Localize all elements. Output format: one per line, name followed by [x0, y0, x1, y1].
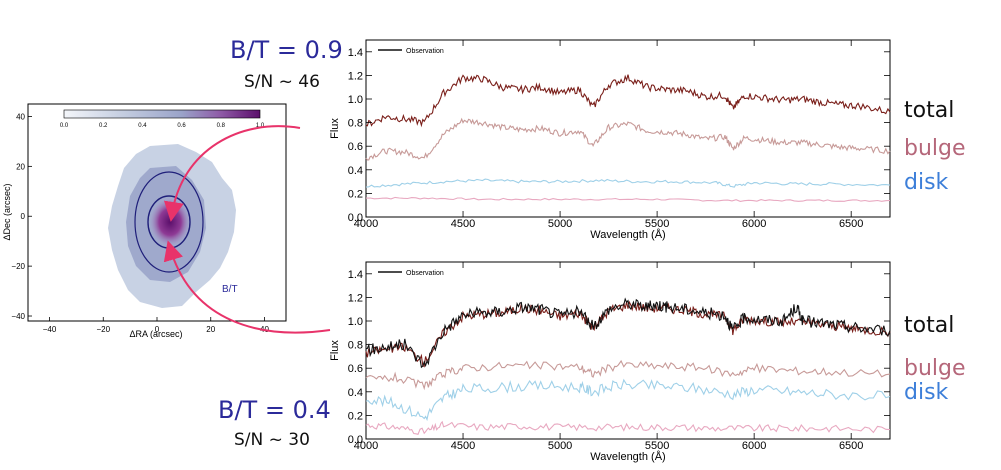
spectrum-y-tick-label: 0.0 — [348, 434, 363, 446]
map-x-tick-label: 0 — [155, 325, 160, 334]
bottom-bt-label: B/T = 0.4 — [218, 396, 331, 424]
spectrum-y-tick-label: 0.0 — [348, 212, 363, 224]
map-x-tick-label: 20 — [206, 325, 215, 334]
spectrum-x-tick-label: 5500 — [645, 218, 669, 230]
spectrum-y-axis-label: Flux — [329, 340, 341, 361]
spectrum-x-tick-label: 4000 — [354, 440, 378, 452]
spectrum-x-tick-label: 6000 — [742, 440, 766, 452]
spectrum-x-tick-label: 6000 — [742, 218, 766, 230]
colorbar-tick-label: 1.0 — [256, 123, 265, 129]
spectrum-series-line — [365, 297, 891, 369]
arrow-to-core — [163, 125, 301, 222]
spectrum-x-tick-label: 4000 — [354, 218, 378, 230]
outer-ellipse — [134, 171, 204, 273]
disk-label-top: disk — [904, 170, 949, 195]
map-y-axis-label: ΔDec (arcsec) — [2, 183, 12, 240]
spectrum-y-tick-label: 1.2 — [348, 292, 363, 304]
spectrum-x-tick-label: 4500 — [451, 218, 475, 230]
spectrum-y-tick-label: 0.8 — [348, 118, 363, 130]
spectrum-x-axis-label: Wavelength (Å) — [590, 228, 665, 241]
spectrum-x-tick-label: 4500 — [451, 440, 475, 452]
spectrum-y-tick-label: 1.0 — [348, 316, 363, 328]
bulge-label-top: bulge — [904, 136, 966, 161]
spectrum-bottom-panel: 4000 4500 5000 5500 6000 6500 0.0 0.2 0.4 0.6 0.8 1… — [329, 261, 891, 463]
colorbar-tick-label: 0.8 — [217, 123, 226, 129]
legend-label-observation: Observation — [406, 48, 444, 55]
arrow-to-outer — [163, 240, 331, 334]
spectrum-x-tick-label: 6500 — [839, 440, 863, 452]
bt-map: 0.0 0.2 0.4 0.6 0.8 1.0 −40 −20 0 20 40 40 20 0 −20 −… — [2, 103, 287, 339]
spectrum-x-tick-label: 6500 — [839, 218, 863, 230]
spectrum-series-line — [365, 420, 891, 435]
spectrum-top-panel: 4000 4500 5000 5500 6000 6500 0.0 0.2 0.4 0.6 0.8 1… — [329, 39, 891, 241]
map-y-ticks: 40 20 0 −20 −40 — [11, 112, 32, 321]
spectrum-y-tick-label: 1.4 — [348, 47, 363, 59]
map-y-tick-label: −20 — [11, 262, 25, 271]
spectrum-series-line — [365, 74, 891, 128]
spectrum-frame — [365, 39, 891, 218]
map-y-tick-label: 20 — [16, 162, 25, 171]
spectrum-x-tick-label: 5500 — [645, 440, 669, 452]
colorbar-tick-label: 0.6 — [177, 123, 186, 129]
colorbar-tick-label: 0.4 — [138, 123, 147, 129]
spectrum-y-tick-label: 1.2 — [348, 70, 363, 82]
top-sn-label: S/N ~ 46 — [244, 72, 320, 92]
spectrum-y-tick-label: 1.4 — [348, 269, 363, 281]
spectrum-series-line — [365, 196, 891, 202]
spectrum-x-tick-label: 5000 — [548, 440, 572, 452]
map-y-tick-label: −40 — [11, 312, 25, 321]
top-bt-label: B/T = 0.9 — [230, 36, 343, 64]
spectrum-series-line — [365, 117, 891, 161]
spectrum-series-line — [365, 359, 891, 391]
total-label-bottom: total — [904, 313, 955, 338]
spectrum-y-tick-label: 0.4 — [348, 165, 363, 177]
map-x-tick-label: −20 — [96, 325, 110, 334]
legend-label-observation: Observation — [406, 270, 444, 277]
spectrum-frame — [365, 261, 891, 440]
map-bt-label: B/T — [222, 284, 238, 295]
colorbar — [63, 109, 261, 119]
bulge-label-bottom: bulge — [904, 356, 966, 381]
map-y-tick-label: 0 — [21, 212, 26, 221]
spectrum-series-line — [365, 300, 891, 368]
map-y-tick-label: 40 — [16, 112, 25, 121]
colorbar-tick-label: 0.0 — [60, 123, 69, 129]
spectrum-y-tick-label: 1.0 — [348, 94, 363, 106]
total-label-top: total — [904, 98, 955, 123]
disk-label-bottom: disk — [904, 380, 949, 405]
map-x-tick-label: −40 — [43, 325, 57, 334]
bottom-sn-label: S/N ~ 30 — [234, 430, 310, 450]
spectrum-y-tick-label: 0.6 — [348, 363, 363, 375]
spectrum-y-tick-label: 0.2 — [348, 410, 363, 422]
colorbar-tick-label: 0.2 — [99, 123, 108, 129]
spectrum-x-axis-label: Wavelength (Å) — [590, 450, 665, 463]
spectrum-y-tick-label: 0.4 — [348, 387, 363, 399]
spectrum-y-tick-label: 0.6 — [348, 141, 363, 153]
spectrum-y-axis-label: Flux — [329, 118, 341, 139]
spectrum-y-tick-label: 0.2 — [348, 188, 363, 200]
spectrum-x-tick-label: 5000 — [548, 218, 572, 230]
spectrum-series-line — [365, 178, 891, 188]
spectrum-series-line — [365, 378, 891, 422]
map-x-axis-label: ΔRA (arcsec) — [129, 329, 182, 339]
colorbar-ticks: 0.0 0.2 0.4 0.6 0.8 1.0 — [60, 123, 265, 129]
spectrum-y-tick-label: 0.8 — [348, 340, 363, 352]
galaxy-core — [150, 198, 190, 246]
